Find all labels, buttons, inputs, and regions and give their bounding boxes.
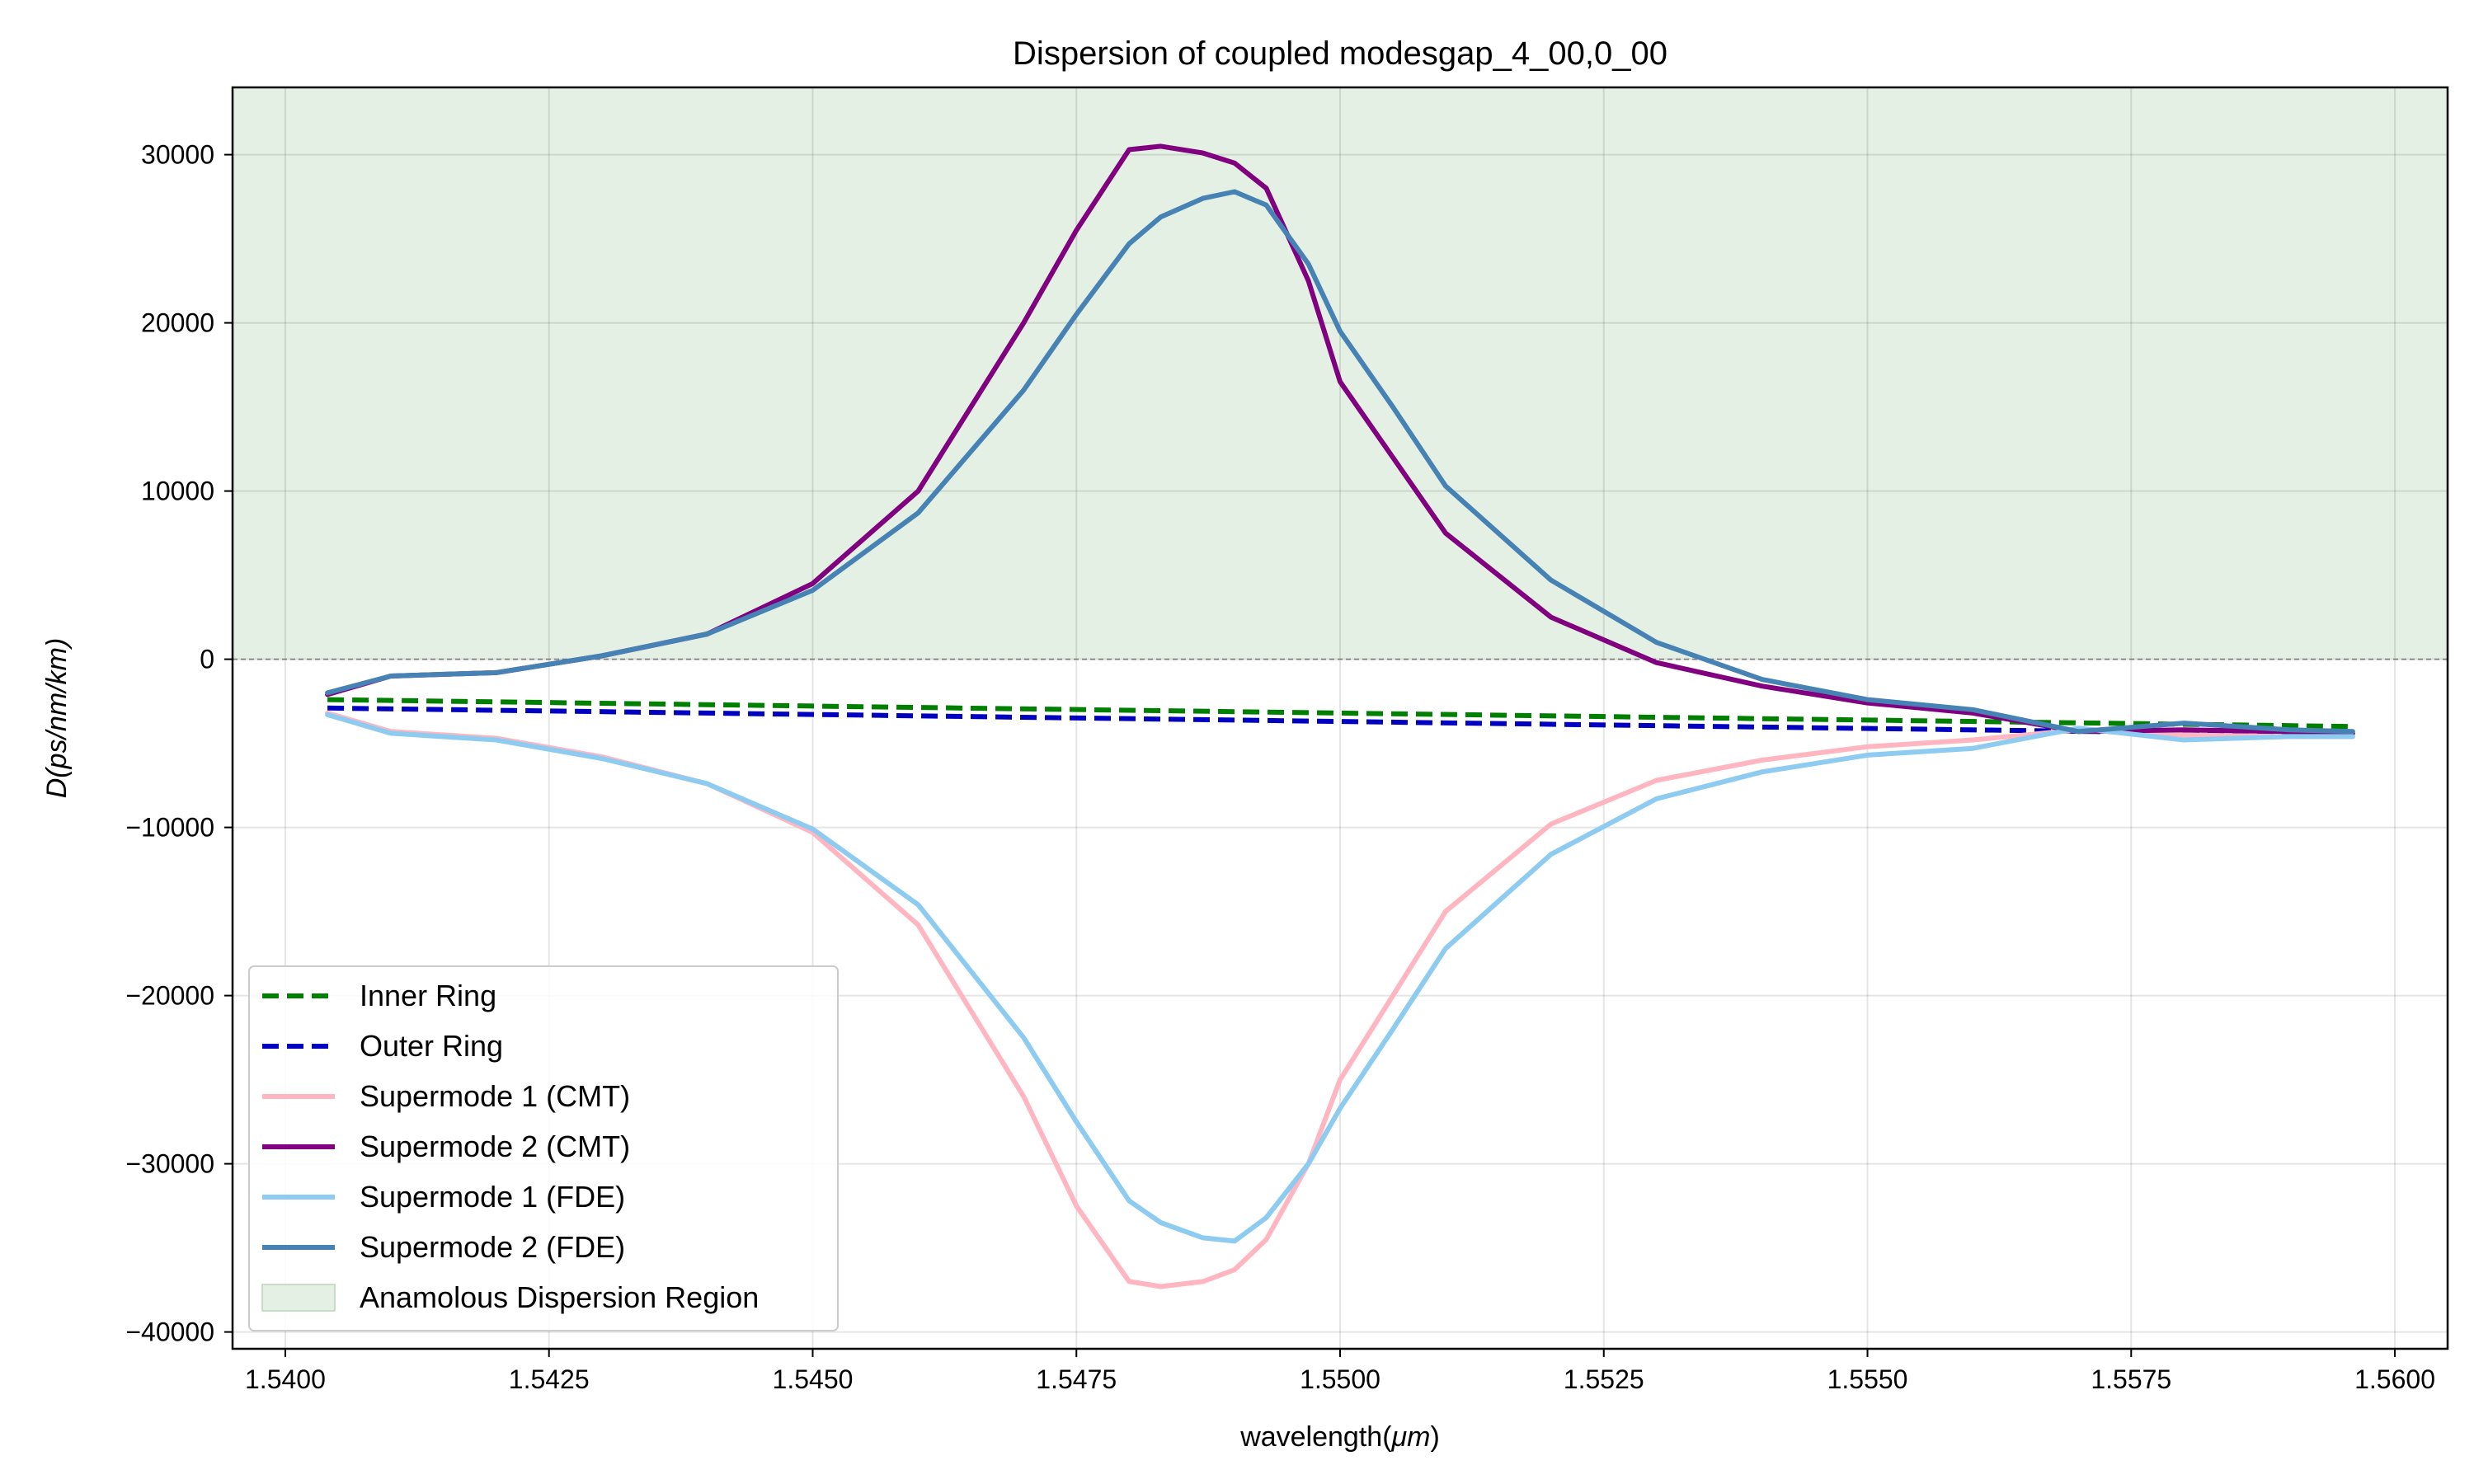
x-tick-label: 1.5425 <box>509 1364 590 1394</box>
x-tick-label: 1.5525 <box>1564 1364 1644 1394</box>
x-axis-label-close: ) <box>1430 1421 1439 1453</box>
legend-label-5: Supermode 1 (FDE) <box>360 1180 625 1214</box>
legend-label-1: Inner Ring <box>360 979 496 1012</box>
tick-layer: 1.5400 1.5425 1.5450 1.5475 1.5500 1.5525 1.55… <box>125 140 2435 1394</box>
anomalous-region <box>233 87 2448 660</box>
series-line-5 <box>325 711 2355 1244</box>
legend-label-2: Outer Ring <box>360 1029 503 1063</box>
x-tick-label: 1.5600 <box>2354 1364 2435 1394</box>
legend-label-3: Supermode 1 (CMT) <box>360 1079 630 1113</box>
x-tick-label: 1.5575 <box>2091 1364 2171 1394</box>
y-tick-label: 30000 <box>141 140 214 170</box>
legend-box <box>248 965 839 1331</box>
series-layer <box>325 143 2355 1289</box>
x-tick-label: 1.5475 <box>1036 1364 1117 1394</box>
x-axis-label: wavelength(μm) <box>1239 1421 1440 1453</box>
series-line-6 <box>325 189 2355 735</box>
x-axis-label-unit: μm <box>1391 1421 1431 1453</box>
legend: Inner Ring Outer Ring Supermode 1 (CMT) Sup… <box>248 965 839 1331</box>
legend-items: Inner Ring Outer Ring Supermode 1 (CMT) Sup… <box>261 979 759 1314</box>
x-tick-label: 1.5550 <box>1827 1364 1908 1394</box>
y-tick-label: −10000 <box>125 813 214 843</box>
x-tick-label: 1.5450 <box>773 1364 854 1394</box>
y-tick-label: 20000 <box>141 308 214 338</box>
legend-label-6: Supermode 2 (FDE) <box>360 1230 625 1264</box>
x-tick-label: 1.5400 <box>245 1364 326 1394</box>
legend-label-4: Supermode 2 (CMT) <box>360 1129 630 1163</box>
series-line-2 <box>327 705 2353 738</box>
y-tick-label: 10000 <box>141 477 214 506</box>
x-tick-label: 1.5500 <box>1300 1364 1380 1394</box>
x-axis-label-main: wavelength( <box>1239 1421 1392 1453</box>
legend-label-region: Anamolous Dispersion Region <box>360 1280 759 1314</box>
chart-title: Dispersion of coupled modesgap_4_00,0_00 <box>1013 35 1667 72</box>
y-tick-label: −40000 <box>125 1317 214 1347</box>
anomalous-region-layer <box>233 87 2448 660</box>
y-axis-label: D(ps/nm/km) <box>41 638 73 799</box>
y-tick-label: 0 <box>200 645 214 674</box>
legend-swatch-region <box>261 1284 336 1312</box>
y-tick-label: −20000 <box>125 981 214 1011</box>
y-tick-label: −30000 <box>125 1149 214 1179</box>
